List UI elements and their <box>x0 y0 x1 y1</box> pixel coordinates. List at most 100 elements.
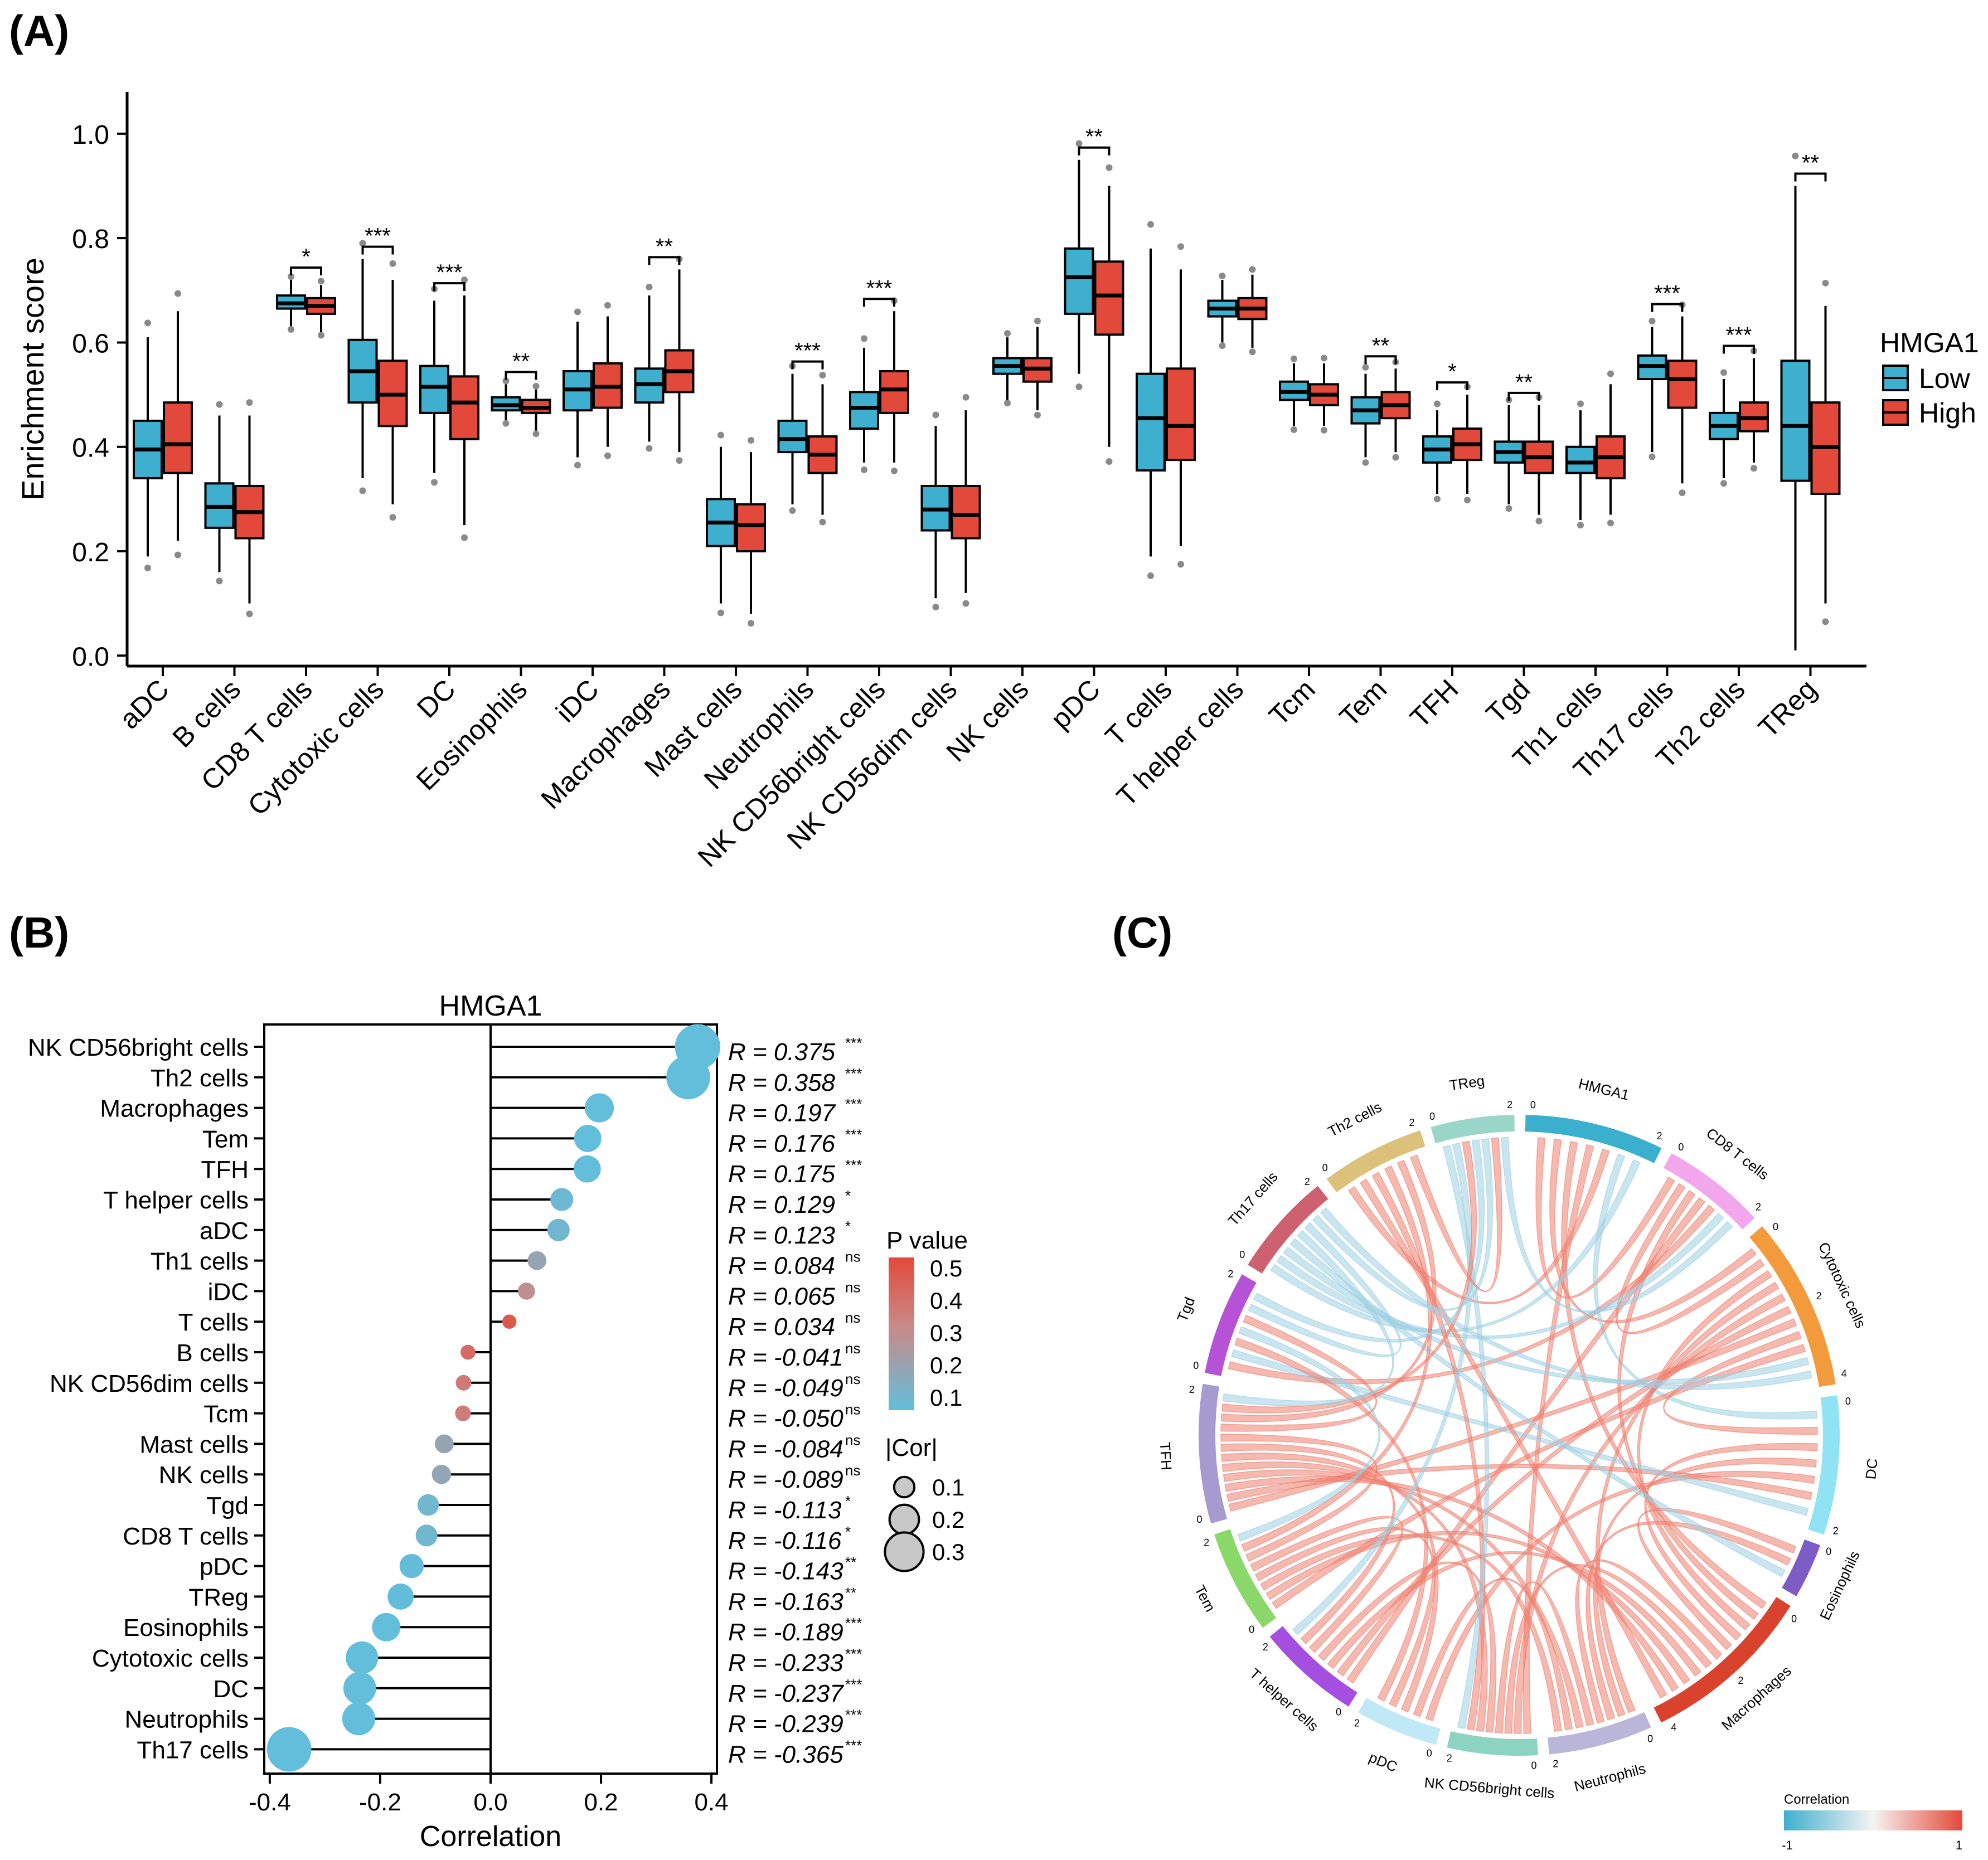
outlier-point <box>461 534 468 541</box>
chord-sector <box>1205 1274 1257 1376</box>
significance-bracket <box>648 256 681 265</box>
significance-bracket <box>863 298 895 307</box>
significance-label: *** <box>1726 323 1752 348</box>
outlier-point <box>1249 266 1256 273</box>
box-high <box>736 503 766 553</box>
chord-link <box>1501 1137 1733 1313</box>
lollipop-dot <box>346 1641 379 1674</box>
r-significance-label: ns <box>845 1371 860 1387</box>
chord-sector-label: pDC <box>1366 1749 1400 1775</box>
box-low <box>849 391 879 430</box>
x-tick-label: aDC <box>113 673 174 735</box>
box-low <box>1064 247 1094 315</box>
significance-bracket <box>1436 381 1468 391</box>
lollipop-dot <box>415 1524 438 1547</box>
category-label: Tcm <box>203 1401 249 1428</box>
lollipop-dot <box>431 1464 452 1484</box>
boxplot-panel: 0.00.20.40.60.81.0 Enrichment score ****… <box>15 92 1979 873</box>
chord-link <box>1409 1137 1502 1292</box>
chord-link <box>1260 1533 1562 1732</box>
category-label: Tgd <box>206 1492 249 1519</box>
legend-hmga1: HMGA1 Low High <box>1880 327 1979 429</box>
box-high <box>1667 360 1698 409</box>
chord-link <box>1228 1205 1715 1385</box>
chord-sector <box>1782 1539 1821 1596</box>
category-label: Th17 cells <box>137 1736 249 1764</box>
x-tick-label: Tcm <box>1263 673 1321 731</box>
chord-tick-label: 0 <box>1530 1100 1536 1111</box>
significance-label: ** <box>512 349 530 373</box>
outlier-point <box>1464 497 1471 504</box>
outlier-point <box>1075 140 1083 147</box>
chord-tick-label: 0 <box>1196 1514 1202 1525</box>
outlier-point <box>1034 317 1041 324</box>
r-significance-label: ns <box>845 1309 860 1326</box>
outlier-point <box>1679 489 1686 497</box>
chord-link <box>1317 1561 1497 1733</box>
significance-bracket <box>505 371 537 380</box>
chord-tick-label: 2 <box>1354 1718 1360 1729</box>
chord-tick-label: 2 <box>1738 1675 1743 1686</box>
pvalue-legend: P value 0.5 0.4 0.3 0.2 0.1 <box>886 1227 968 1411</box>
outlier-point <box>604 452 611 459</box>
pvalue-legend-title: P value <box>886 1227 968 1254</box>
chord-link <box>1359 1178 1667 1699</box>
chord-tick-label: 0 <box>1647 1733 1653 1744</box>
lollipop-dot <box>584 1093 614 1123</box>
outlier-point <box>717 431 724 439</box>
r-significance-label: ns <box>845 1249 860 1265</box>
x-tick-label: TReg <box>1752 673 1822 744</box>
outlier-point <box>1577 400 1584 407</box>
chord-link <box>1595 1281 1779 1713</box>
chord-link <box>1535 1137 1675 1299</box>
category-label: DC <box>213 1676 249 1703</box>
outlier-point <box>1291 426 1297 433</box>
category-label: Neutrophils <box>124 1706 249 1733</box>
chord-link <box>1221 1453 1439 1713</box>
significance-bracket <box>791 360 824 370</box>
r-value-label: R = 0.175 <box>728 1160 836 1188</box>
box-high <box>879 370 909 414</box>
outlier-point <box>1219 342 1226 349</box>
significance-label: *** <box>794 339 821 363</box>
y-tick-label: 0.2 <box>72 538 109 567</box>
lollipop-dot <box>460 1344 476 1360</box>
chord-sector <box>1431 1115 1515 1144</box>
pvalue-tick-label: 0.2 <box>930 1352 962 1378</box>
significance-label: ** <box>656 234 673 259</box>
chord-tick-label: 2 <box>1507 1099 1512 1110</box>
x-tick-label: Tem <box>1334 673 1393 732</box>
significance-bracket <box>1723 344 1755 354</box>
chord-tick-label: 2 <box>1833 1525 1839 1536</box>
r-value-label: R = 0.034 <box>728 1313 835 1341</box>
chord-link <box>1254 1527 1436 1708</box>
outlier-point <box>676 457 683 464</box>
r-value-label: R = -0.233 <box>728 1649 843 1677</box>
outlier-point <box>1751 465 1757 472</box>
chord-sector <box>1214 1529 1277 1628</box>
outlier-point <box>1720 369 1727 376</box>
outlier-point <box>962 600 969 607</box>
x-tick-label: TFH <box>1404 673 1464 734</box>
lollipop-dot <box>342 1702 375 1736</box>
outlier-point <box>1249 348 1256 356</box>
outlier-point <box>389 514 396 521</box>
x-tick-label: 0.0 <box>473 1789 507 1816</box>
lollipop-dot <box>387 1584 414 1610</box>
chord-tick-label: 0 <box>1322 1162 1328 1173</box>
chord-colorbar <box>1784 1810 1962 1830</box>
outlier-point <box>246 610 253 618</box>
category-label: TReg <box>188 1584 249 1611</box>
outlier-point <box>389 260 396 267</box>
chord-sector <box>1664 1153 1755 1230</box>
x-tick-label: pDC <box>1045 673 1106 735</box>
chord-link <box>1220 1159 1437 1422</box>
chord-sector <box>1749 1226 1836 1387</box>
outlier-point <box>174 290 181 297</box>
chord-legend-title: Correlation <box>1784 1792 1849 1807</box>
box-high <box>449 375 479 440</box>
outlier-point <box>1648 317 1656 324</box>
chord-sector <box>1199 1383 1228 1524</box>
chord-link <box>1292 1142 1473 1635</box>
